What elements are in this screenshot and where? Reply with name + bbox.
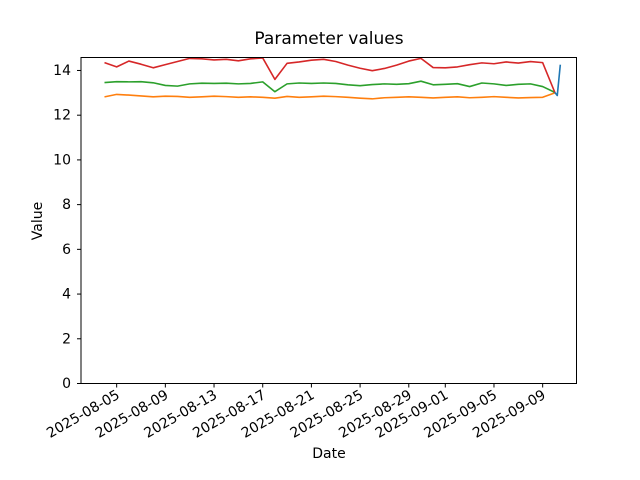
y-tick-label: 12 [53,108,71,124]
chart-title: Parameter values [254,29,404,49]
y-tick-label: 4 [62,287,71,303]
y-tick-label: 6 [62,242,71,258]
plot-border [80,57,577,384]
y-tick-label: 0 [62,376,71,392]
y-tick-label: 14 [53,63,71,79]
y-axis-label: Value [30,201,46,241]
series-line-blue-series [554,64,562,97]
y-tick-label: 8 [62,197,71,213]
series-line-red-series [104,57,556,93]
series-line-green-series [104,80,556,94]
y-tick-label: 10 [53,152,71,168]
y-tick-label: 2 [62,331,71,347]
series-line-orange-series [104,92,556,100]
x-axis-label: Date [312,446,346,462]
